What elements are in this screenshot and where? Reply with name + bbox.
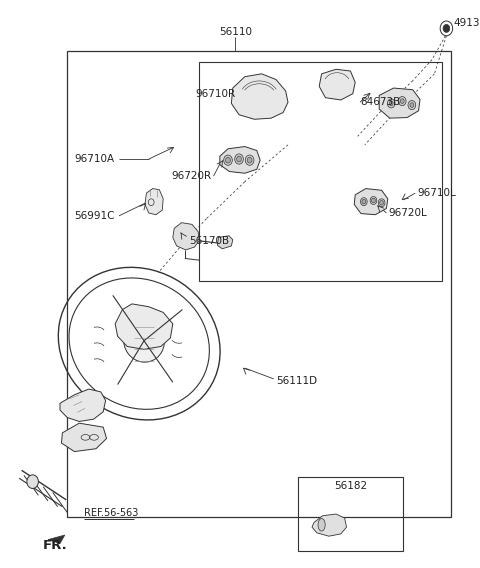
- Bar: [298, 477, 403, 551]
- Text: 84673B: 84673B: [360, 97, 400, 107]
- Text: 56111D: 56111D: [276, 375, 317, 386]
- Circle shape: [235, 154, 243, 164]
- Ellipse shape: [124, 319, 164, 362]
- Polygon shape: [231, 74, 288, 119]
- Polygon shape: [312, 514, 347, 536]
- Text: 96710L: 96710L: [418, 188, 456, 198]
- Circle shape: [400, 99, 404, 103]
- Text: 56182: 56182: [334, 481, 367, 491]
- Polygon shape: [173, 223, 199, 250]
- Circle shape: [247, 157, 252, 163]
- Circle shape: [245, 155, 254, 165]
- Circle shape: [389, 101, 393, 106]
- Text: 96710A: 96710A: [74, 154, 115, 164]
- Polygon shape: [60, 389, 106, 421]
- Polygon shape: [61, 423, 107, 452]
- Circle shape: [380, 201, 384, 205]
- Circle shape: [27, 475, 38, 488]
- Circle shape: [224, 155, 232, 165]
- Polygon shape: [217, 236, 233, 249]
- Circle shape: [387, 99, 395, 108]
- Polygon shape: [220, 147, 260, 173]
- Text: 96720R: 96720R: [171, 171, 211, 181]
- Bar: [67, 51, 451, 517]
- Text: 56170B: 56170B: [190, 236, 230, 247]
- Polygon shape: [379, 88, 420, 118]
- Polygon shape: [319, 69, 355, 100]
- Bar: [199, 62, 442, 281]
- Circle shape: [410, 103, 414, 107]
- Polygon shape: [354, 189, 388, 215]
- Circle shape: [443, 24, 450, 32]
- Ellipse shape: [318, 519, 325, 531]
- Circle shape: [372, 198, 375, 203]
- Circle shape: [408, 101, 416, 110]
- Text: 96710R: 96710R: [195, 89, 235, 99]
- Text: 49139: 49139: [454, 18, 480, 28]
- Ellipse shape: [69, 278, 209, 410]
- Text: 96720L: 96720L: [389, 208, 428, 218]
- Text: REF.56-563: REF.56-563: [84, 508, 138, 518]
- Text: FR.: FR.: [43, 539, 68, 552]
- Circle shape: [226, 157, 230, 163]
- Text: 56991C: 56991C: [74, 211, 115, 221]
- Circle shape: [398, 97, 406, 106]
- Polygon shape: [48, 535, 65, 544]
- Polygon shape: [145, 189, 163, 215]
- Circle shape: [362, 199, 366, 204]
- Circle shape: [378, 199, 385, 207]
- Polygon shape: [115, 304, 173, 349]
- Text: 56110: 56110: [219, 27, 252, 37]
- Circle shape: [237, 156, 241, 162]
- Circle shape: [370, 197, 377, 204]
- Circle shape: [360, 198, 367, 206]
